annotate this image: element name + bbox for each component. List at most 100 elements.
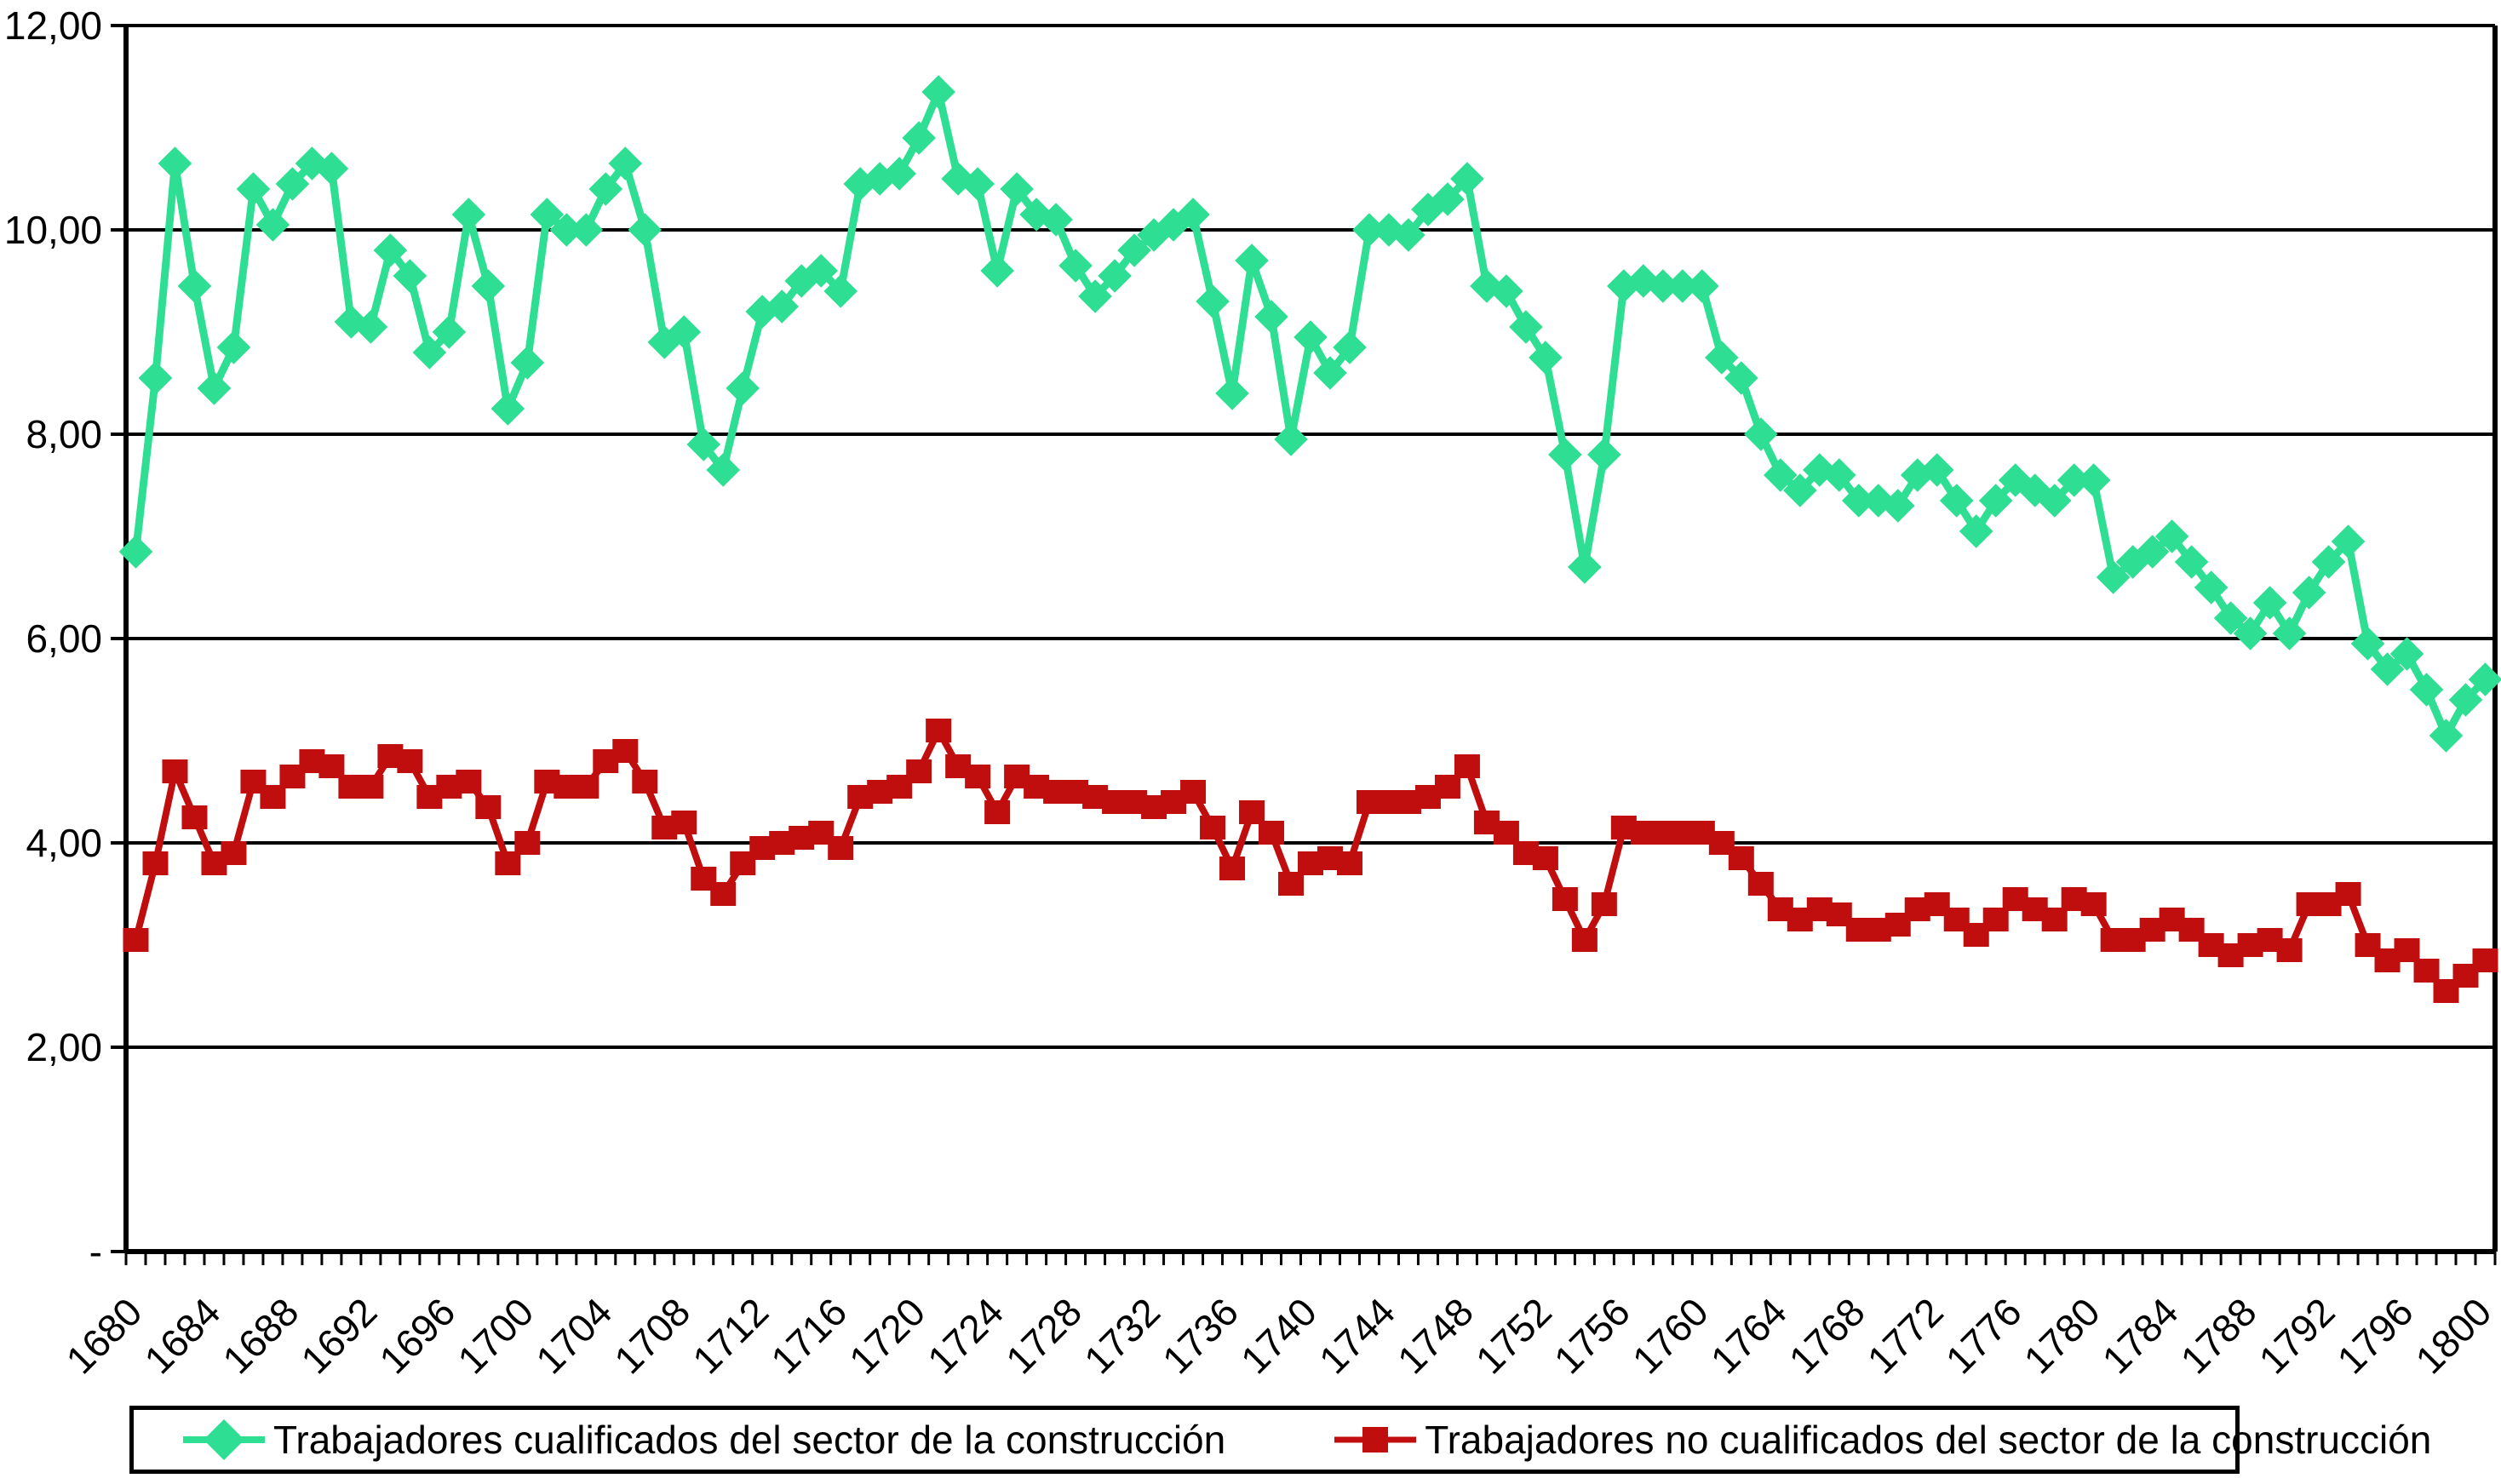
data-point-diamond [2076, 463, 2111, 497]
x-axis-tick-label: 1740 [1232, 1289, 1325, 1382]
data-point-diamond [2252, 586, 2287, 620]
x-axis-tick-label: 1684 [135, 1289, 228, 1382]
x-axis-tick-label: 1780 [2016, 1289, 2108, 1382]
data-point-diamond [1254, 300, 1288, 334]
data-point-diamond [549, 213, 584, 247]
y-axis-tick-label: 10,00 [4, 208, 102, 252]
x-axis-tick-label: 1708 [605, 1289, 698, 1382]
data-point-diamond [921, 75, 955, 109]
data-point-square [1728, 846, 1754, 870]
data-point-diamond [588, 172, 623, 206]
data-point-diamond [451, 198, 486, 232]
x-axis-tick-label: 1732 [1076, 1289, 1168, 1382]
x-axis-tick-label: 1688 [214, 1289, 307, 1382]
data-point-diamond [804, 254, 839, 288]
y-axis-tick-label: 8,00 [26, 412, 102, 456]
data-point-square [573, 775, 599, 799]
data-point-square [2041, 908, 2068, 931]
data-point-square [2080, 892, 2107, 916]
data-point-square [475, 795, 502, 819]
data-point-square [1493, 821, 1519, 845]
data-point-square [1532, 846, 1558, 870]
data-point-diamond [2233, 616, 2268, 650]
data-point-diamond [197, 371, 232, 405]
data-point-square [1982, 908, 2009, 931]
legend-label-cualificados: Trabajadores cualificados del sector de … [273, 1418, 1226, 1462]
data-point-diamond [1764, 458, 1798, 492]
data-point-square [984, 800, 1011, 824]
data-point-square [2413, 959, 2440, 983]
data-point-diamond [2056, 463, 2091, 497]
x-axis-tick-label: 1716 [762, 1289, 855, 1382]
data-point-diamond [628, 213, 663, 247]
x-axis-tick-label: 1756 [1546, 1289, 1638, 1382]
data-point-diamond [177, 269, 212, 303]
x-axis-tick-label: 1680 [57, 1289, 150, 1382]
data-point-diamond [1841, 484, 1876, 518]
data-point-diamond [432, 315, 467, 349]
y-axis-tick-label: - [89, 1229, 102, 1274]
data-point-square [397, 749, 423, 773]
chart-legend: Trabajadores cualificados del sector de … [129, 1406, 2431, 1474]
x-axis-tick-label: 1704 [527, 1289, 620, 1382]
data-point-square [828, 836, 854, 860]
data-point-diamond [138, 361, 173, 395]
data-point-square [1552, 887, 1578, 911]
data-point-square [632, 770, 658, 794]
data-point-diamond [2350, 627, 2385, 661]
data-point-diamond [1880, 489, 1915, 523]
data-point-diamond [2311, 545, 2346, 579]
data-point-diamond [2135, 535, 2170, 569]
x-axis-tick-label: 1800 [2406, 1289, 2499, 1382]
data-point-square [162, 759, 188, 783]
data-point-diamond [1548, 438, 1582, 472]
data-point-diamond [2468, 662, 2501, 696]
data-point-diamond [373, 233, 408, 267]
x-axis-tick-label: 1760 [1624, 1289, 1717, 1382]
data-point-square [710, 882, 737, 906]
data-point-square [358, 775, 384, 799]
y-axis-tick-label: 2,00 [26, 1025, 102, 1069]
diamond-marker-icon [183, 1418, 265, 1461]
data-point-square [123, 928, 149, 952]
x-axis-tick-label: 1692 [292, 1289, 385, 1382]
x-axis-tick-label: 1764 [1702, 1289, 1795, 1382]
data-point-square [1591, 892, 1617, 916]
x-axis-tick-label: 1712 [684, 1289, 777, 1382]
data-point-diamond [2194, 570, 2229, 604]
square-marker-icon [1334, 1427, 1417, 1452]
data-point-square [1336, 851, 1362, 875]
data-point-diamond [2292, 576, 2326, 610]
data-point-diamond [1235, 244, 1269, 278]
data-point-diamond [1274, 422, 1308, 456]
data-point-diamond [1939, 484, 1974, 518]
data-point-diamond [1744, 417, 1778, 451]
x-axis-tick-label: 1736 [1154, 1289, 1247, 1382]
x-axis-tick-label: 1776 [1937, 1289, 2030, 1382]
y-axis-tick-label: 6,00 [26, 616, 102, 661]
data-point-square [1571, 928, 1598, 952]
data-point-square [1200, 816, 1226, 839]
y-axis-tick-label: 12,00 [4, 3, 102, 48]
data-point-square [926, 719, 952, 742]
data-point-diamond [608, 146, 643, 180]
data-point-square [1454, 754, 1480, 778]
data-point-square [906, 759, 932, 783]
x-axis-tick-label: 1772 [1859, 1289, 1952, 1382]
data-point-diamond [1196, 284, 1230, 318]
data-point-diamond [2331, 524, 2366, 559]
data-point-diamond [2389, 637, 2424, 671]
data-point-diamond [686, 427, 721, 461]
data-point-diamond [255, 208, 290, 242]
data-point-diamond [236, 172, 271, 206]
data-point-square [1259, 821, 1285, 845]
data-point-diamond [2409, 673, 2444, 707]
data-point-diamond [490, 392, 525, 426]
data-point-square [1180, 780, 1207, 804]
data-point-diamond [2429, 719, 2464, 753]
data-point-diamond [1587, 438, 1621, 472]
data-point-diamond [823, 274, 858, 308]
x-axis-tick-label: 1696 [370, 1289, 463, 1382]
x-axis-tick-label: 1784 [2094, 1289, 2187, 1382]
